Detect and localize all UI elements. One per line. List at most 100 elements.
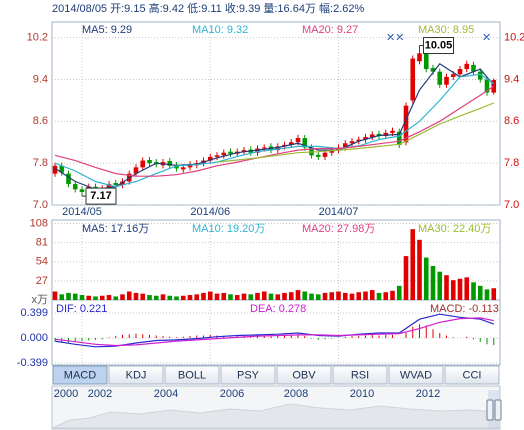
volume-bar	[329, 292, 335, 300]
candle-body	[275, 146, 281, 151]
volume-bar	[167, 295, 173, 300]
indicator-tab-label[interactable]: OBV	[292, 369, 316, 381]
candle-body	[349, 141, 355, 144]
candle-body	[147, 160, 152, 164]
annotation-box	[85, 187, 117, 205]
volume-bar	[349, 293, 355, 300]
event-markers: ✕✕ ✕	[386, 32, 491, 44]
candle-body	[356, 139, 362, 142]
indicator-tab[interactable]	[332, 365, 388, 385]
event-marker[interactable]: ✕✕	[386, 32, 404, 44]
indicator-tab-label[interactable]: BOLL	[178, 369, 206, 381]
volume-bar	[369, 290, 375, 300]
indicator-tab[interactable]	[276, 365, 332, 385]
volume-bar	[214, 293, 220, 300]
volume-bar	[450, 280, 456, 300]
timeline-handle-left[interactable]	[486, 399, 494, 421]
candle-body	[444, 76, 449, 85]
indicator-tab[interactable]	[444, 365, 500, 385]
candle-body	[133, 167, 139, 174]
indicator-tab-label[interactable]: RSI	[351, 369, 369, 381]
volume-bar	[410, 229, 416, 300]
candle-body	[471, 64, 476, 72]
candle-body	[430, 68, 436, 72]
indicator-tab[interactable]	[220, 365, 276, 385]
volume-bar	[363, 291, 368, 300]
timeline-area	[51, 403, 501, 429]
ma-legend: MA10: 9.32	[192, 24, 248, 36]
volume-bar	[228, 294, 233, 300]
candle-body	[79, 189, 85, 192]
macd-line	[54, 317, 494, 347]
candle-body	[120, 181, 125, 186]
candle-body	[106, 184, 112, 189]
candle-body	[221, 152, 227, 156]
volume-bar	[315, 294, 321, 300]
timeline-year: 2010	[350, 388, 374, 400]
volume-bar	[113, 296, 119, 300]
indicator-tab-label[interactable]: CCI	[463, 369, 482, 381]
y-tick-label-right: 8.6	[504, 115, 519, 127]
volume-bar	[288, 292, 294, 300]
volume-bar	[66, 292, 71, 300]
macd-tick-label: -0.399	[17, 357, 48, 369]
indicator-tab-label[interactable]: WVAD	[400, 369, 432, 381]
volume-bar	[120, 294, 125, 300]
candle-body	[72, 184, 78, 190]
candle-body	[477, 71, 483, 80]
volume-bar	[126, 291, 132, 300]
volume-legend: MA5: 17.16万	[82, 223, 149, 235]
indicator-tab[interactable]	[52, 365, 108, 385]
indicator-tab-label[interactable]: KDJ	[126, 369, 147, 381]
timeline-handle-right[interactable]	[494, 399, 502, 421]
volume-bar	[403, 256, 409, 300]
macd-legend: DIF: 0.221	[56, 303, 107, 315]
candle-body	[403, 105, 409, 143]
volume-bar	[174, 296, 179, 300]
candle-body	[363, 137, 368, 140]
indicator-tab[interactable]	[388, 365, 444, 385]
volume-bar	[457, 278, 463, 300]
volume-bar	[356, 292, 362, 300]
volume-bar	[417, 239, 422, 300]
volume-bar	[255, 292, 260, 300]
volume-bar	[282, 292, 287, 300]
volume-bar	[72, 293, 78, 300]
candle-body	[390, 130, 395, 133]
volume-bar	[477, 285, 483, 300]
volume-bar	[309, 293, 314, 300]
volume-bar	[147, 295, 152, 300]
candle-body	[261, 147, 267, 149]
indicator-tab-label[interactable]: PSY	[237, 369, 260, 381]
ma-legend: MA5: 9.29	[82, 24, 132, 36]
volume-bar	[295, 290, 301, 300]
x-tick-label: 2014/06	[190, 206, 230, 218]
candle-body	[214, 155, 220, 157]
ma-line	[54, 73, 495, 188]
ma-legend: MA20: 9.27	[302, 24, 358, 36]
candle-body	[113, 183, 119, 186]
annotation-label: 10.05	[425, 39, 453, 51]
indicator-tab-label[interactable]: MACD	[64, 369, 96, 381]
volume-bar	[59, 294, 65, 300]
indicator-tab[interactable]	[164, 365, 220, 385]
volume-bar	[430, 266, 436, 300]
volume-bar	[201, 292, 206, 300]
candle-body	[329, 150, 335, 153]
event-marker[interactable]: ✕	[482, 32, 491, 44]
y-tick-label-right: 7.0	[504, 199, 519, 211]
candle-body	[52, 165, 58, 174]
timeline-year: 2002	[88, 388, 112, 400]
candle-body	[322, 152, 328, 157]
y-tick-label: 9.4	[33, 73, 48, 85]
volume-legend: MA20: 27.98万	[302, 223, 375, 235]
indicator-tab[interactable]	[108, 365, 164, 385]
candle-body	[464, 63, 470, 70]
volume-bar	[423, 257, 429, 300]
candle-body	[180, 167, 186, 170]
volume-bar	[302, 291, 308, 300]
candle-body	[66, 173, 71, 185]
x-tick-label: 2014/05	[62, 206, 102, 218]
macd-legend: MACD: -0.113	[430, 303, 499, 315]
